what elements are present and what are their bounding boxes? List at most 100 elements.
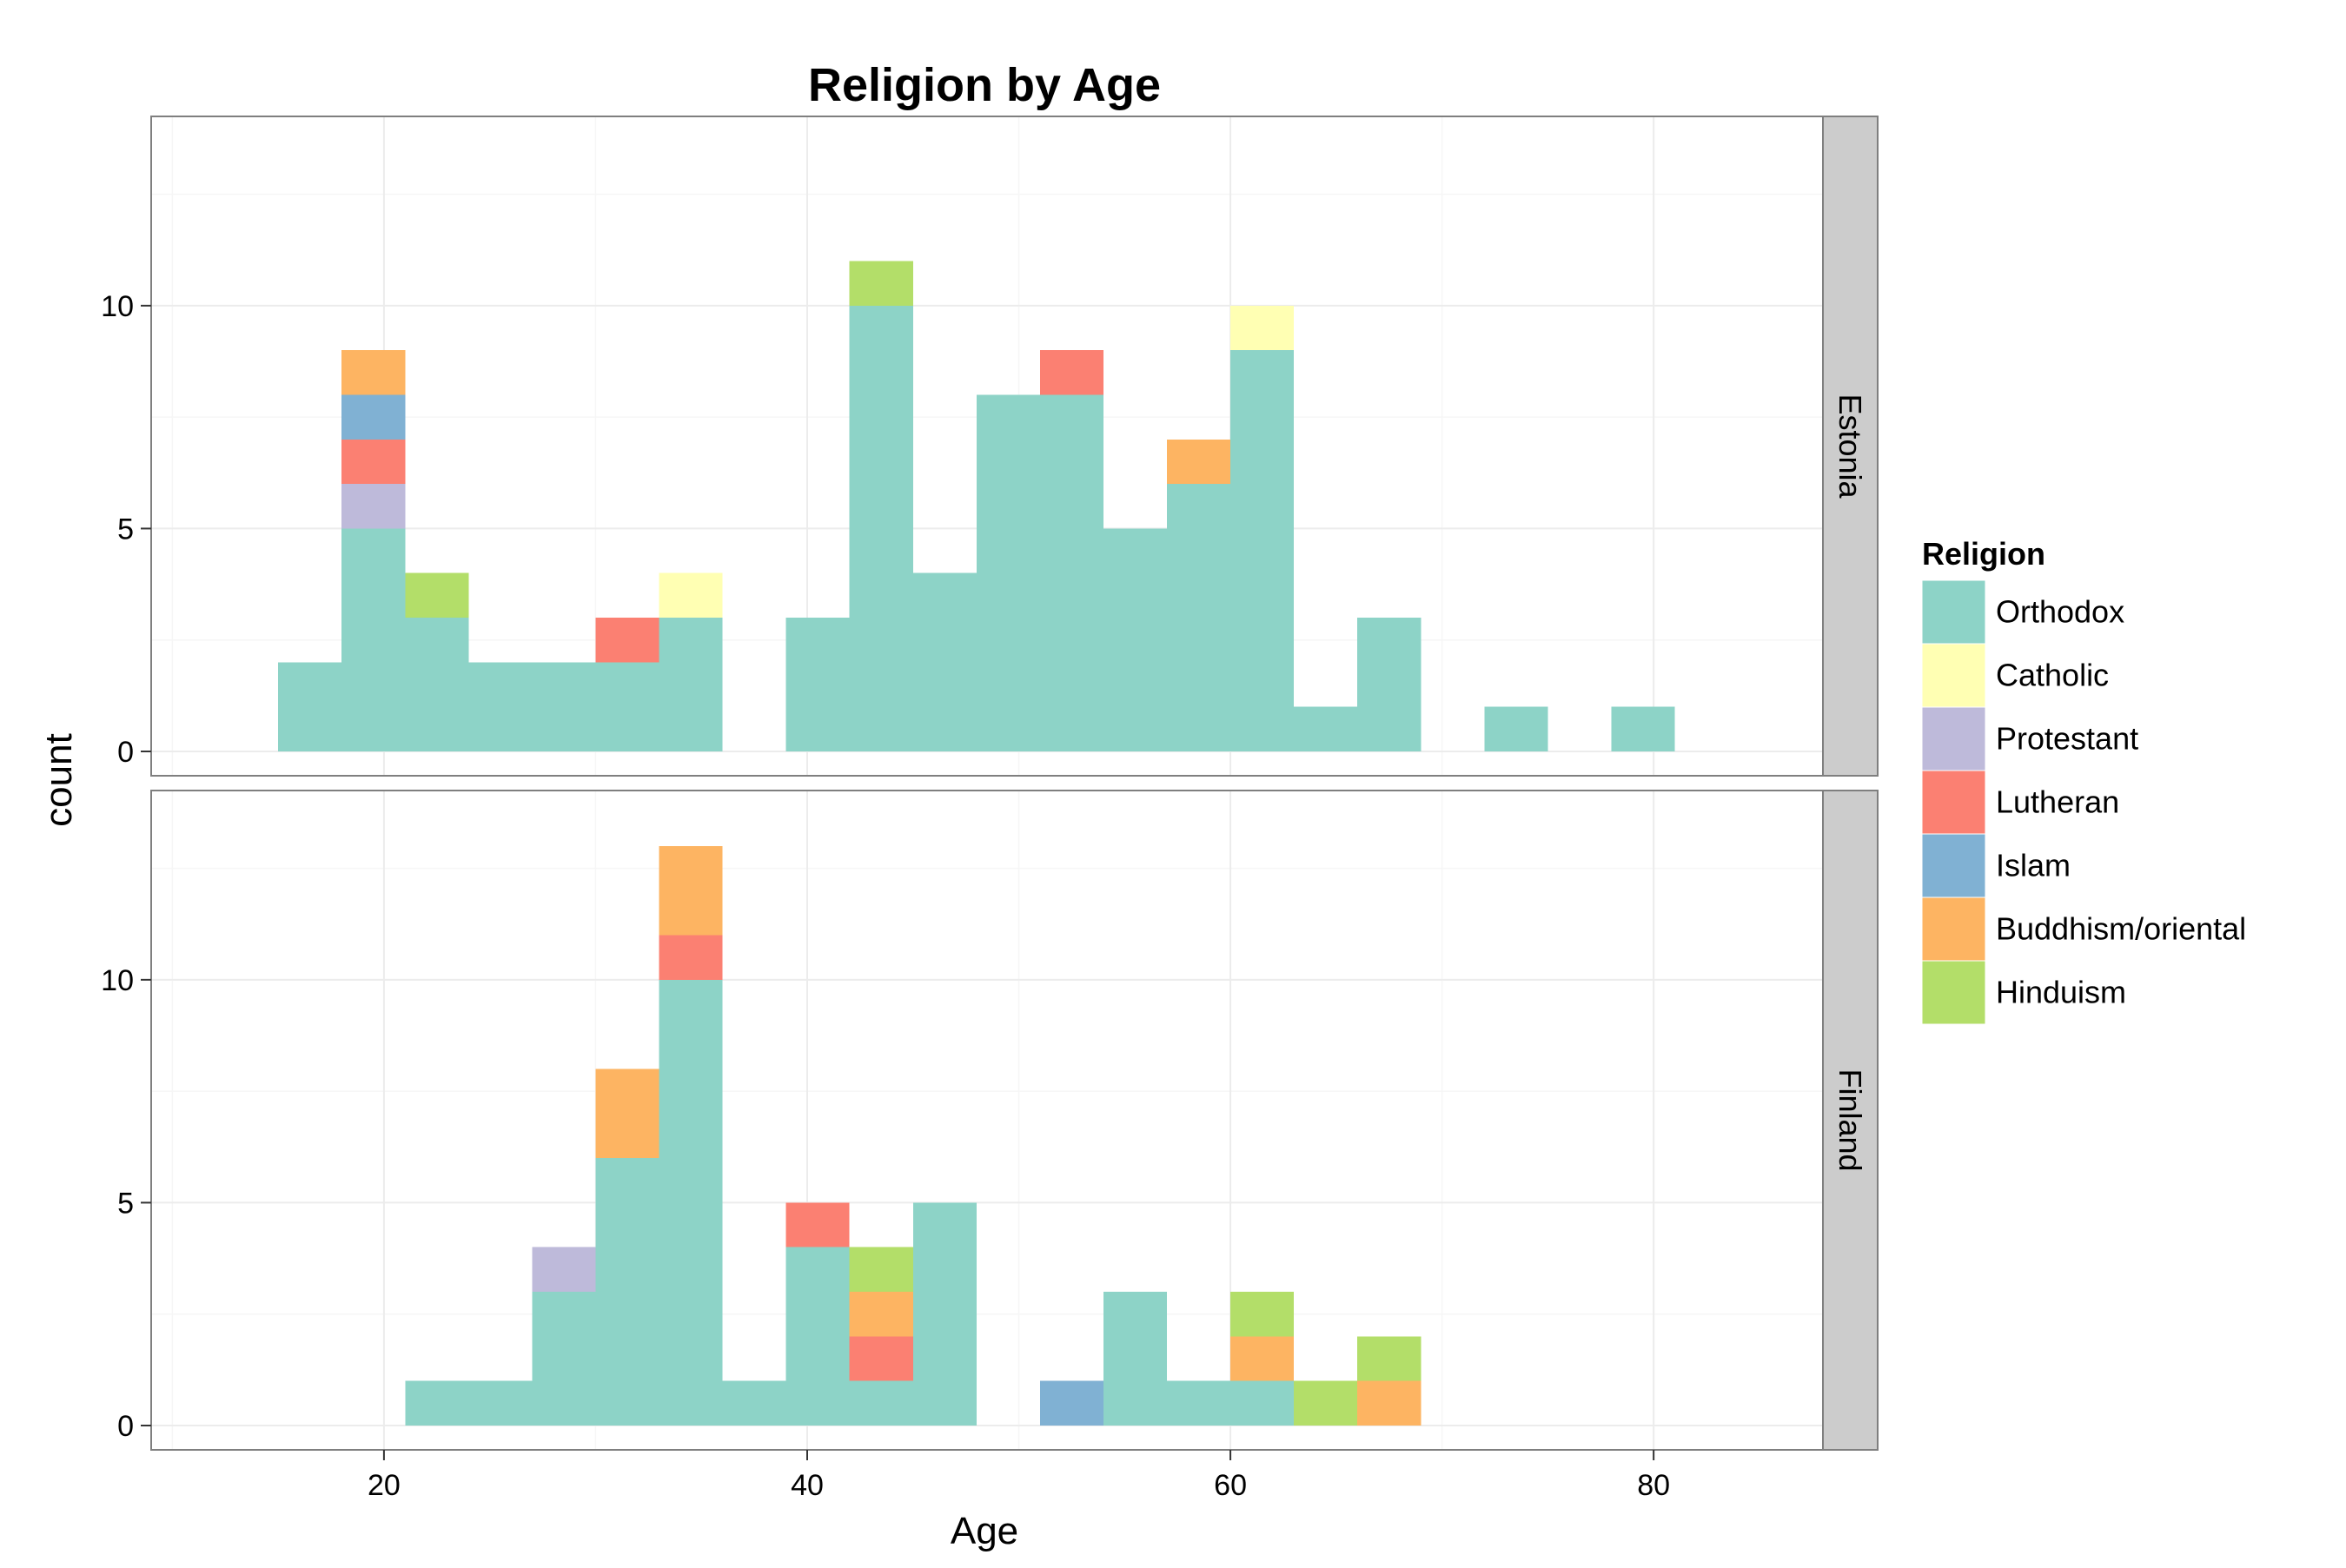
bar-segment-estonia-orthodox-48: [976, 394, 1040, 751]
legend-label-catholic: Catholic: [1996, 658, 2109, 693]
legend-label-islam: Islam: [1996, 848, 2071, 883]
bar-segment-estonia-orthodox-45: [912, 572, 977, 751]
bar-segment-finland-buddhism-oriental-33: [659, 845, 723, 936]
bar-segment-finland-protestant-27: [532, 1247, 596, 1293]
bar-segment-finland-hinduism-42: [849, 1247, 913, 1293]
legend-swatch-hinduism: [1921, 960, 1986, 1025]
bar-segment-finland-lutheran-33: [659, 935, 723, 980]
bar-segment-estonia-hinduism-42: [849, 261, 913, 306]
bar-segment-estonia-orthodox-72: [1484, 706, 1548, 751]
bar-segment-finland-buddhism-oriental-30: [595, 1068, 659, 1159]
legend-swatch-catholic: [1921, 643, 1986, 708]
y-tick-label: 0: [117, 736, 134, 769]
bar-segment-estonia-lutheran-51: [1039, 350, 1103, 395]
plot-title: Religion by Age: [808, 59, 1161, 111]
bar-segment-finland-orthodox-45: [912, 1202, 977, 1426]
bar-segment-finland-orthodox-39: [785, 1247, 850, 1426]
bar-segment-estonia-hinduism-21: [405, 572, 469, 619]
bar-segment-estonia-orthodox-27: [532, 662, 596, 751]
bar-segment-estonia-catholic-33: [659, 572, 723, 619]
legend-swatch-orthodox: [1921, 579, 1986, 645]
bar-segment-estonia-catholic-60: [1230, 305, 1295, 351]
bar-segment-estonia-orthodox-66: [1357, 618, 1422, 751]
legend-label-buddhism-oriental: Buddhism/oriental: [1996, 911, 2246, 947]
bar-segment-finland-buddhism-oriental-66: [1357, 1380, 1422, 1426]
x-tick-label: 60: [1214, 1469, 1247, 1502]
bar-segment-finland-buddhism-oriental-42: [849, 1292, 913, 1337]
bar-segment-estonia-orthodox-54: [1103, 528, 1168, 751]
bar-segment-finland-orthodox-30: [595, 1158, 659, 1426]
x-tick-label: 80: [1637, 1469, 1670, 1502]
facet-panel-estonia: 0 5 10 Estonia: [101, 116, 1879, 777]
bar-segment-estonia-orthodox-57: [1167, 484, 1231, 751]
legend-label-orthodox: Orthodox: [1996, 594, 2124, 630]
facet-strip-label-estonia: Estonia: [1832, 394, 1868, 499]
facet-panel-finland: 0 5 10 Finland: [101, 790, 1879, 1451]
bar-segment-estonia-orthodox-21: [405, 618, 469, 751]
y-tick-label: 10: [101, 964, 134, 997]
panel-background-finland: [150, 790, 1824, 1451]
bar-segment-finland-orthodox-57: [1167, 1380, 1231, 1426]
legend-swatch-lutheran: [1921, 770, 1986, 835]
bar-segment-finland-orthodox-24: [468, 1380, 533, 1426]
bar-segment-finland-islam-51: [1039, 1380, 1103, 1426]
x-axis: 20 40 60 80: [368, 1450, 1670, 1502]
y-tick-label: 0: [117, 1410, 134, 1443]
bar-segment-estonia-orthodox-78: [1611, 706, 1675, 751]
y-tick-label: 10: [101, 290, 134, 323]
legend-item-islam: Islam: [1921, 833, 2071, 898]
bar-segment-estonia-orthodox-24: [468, 662, 533, 751]
bar-segment-estonia-orthodox-33: [659, 618, 723, 751]
bar-segment-finland-orthodox-33: [659, 979, 723, 1426]
bar-segment-estonia-buddhism-oriental-57: [1167, 439, 1231, 485]
bar-segment-estonia-orthodox-18: [341, 528, 406, 751]
legend-item-orthodox: Orthodox: [1921, 579, 2124, 645]
legend-item-protestant: Protestant: [1921, 706, 2138, 771]
bar-segment-finland-buddhism-oriental-60: [1230, 1336, 1295, 1381]
bars-estonia: [278, 261, 1675, 751]
bars-finland: [405, 845, 1422, 1426]
legend-title: Religion: [1922, 536, 2045, 572]
legend-item-buddhism-oriental: Buddhism/oriental: [1921, 896, 2246, 962]
bar-segment-finland-orthodox-42: [849, 1380, 913, 1426]
bar-segment-finland-orthodox-21: [405, 1380, 469, 1426]
legend: Religion Orthodox Catholic Protestant Luthe…: [1921, 536, 2246, 1025]
facet-strip-label-finland: Finland: [1832, 1068, 1868, 1171]
legend-item-lutheran: Lutheran: [1921, 770, 2119, 835]
facet-strip-estonia: [1822, 116, 1879, 777]
bar-segment-estonia-orthodox-30: [595, 662, 659, 751]
legend-swatch-islam: [1921, 833, 1986, 898]
bar-segment-estonia-orthodox-63: [1294, 706, 1358, 751]
bar-segment-finland-hinduism-60: [1230, 1292, 1295, 1337]
bar-segment-estonia-orthodox-51: [1039, 394, 1103, 751]
legend-swatch-buddhism-oriental: [1921, 896, 1986, 962]
x-tick-label: 40: [791, 1469, 824, 1502]
bar-segment-estonia-orthodox-39: [785, 618, 850, 751]
legend-label-hinduism: Hinduism: [1996, 975, 2126, 1010]
facet-panels: 0 5 10 Estonia 0 5 10 Finland 20 40 60 80: [101, 116, 1879, 1502]
bar-segment-estonia-buddhism-oriental-18: [341, 350, 406, 395]
legend-item-hinduism: Hinduism: [1921, 960, 2126, 1025]
bar-segment-finland-hinduism-63: [1294, 1380, 1358, 1426]
facet-strip-finland: [1822, 790, 1879, 1451]
legend-item-catholic: Catholic: [1921, 643, 2109, 708]
y-tick-label: 5: [117, 1187, 134, 1220]
x-axis-title: Age: [951, 1510, 1018, 1552]
legend-swatch-protestant: [1921, 706, 1986, 771]
bar-segment-finland-lutheran-39: [785, 1202, 850, 1247]
y-axis-title: count: [37, 733, 80, 827]
bar-segment-estonia-lutheran-30: [595, 618, 659, 663]
bar-segment-estonia-orthodox-60: [1230, 350, 1295, 751]
bar-segment-finland-lutheran-42: [849, 1336, 913, 1381]
bar-segment-estonia-protestant-18: [341, 484, 406, 529]
y-tick-label: 5: [117, 513, 134, 546]
bar-segment-finland-orthodox-27: [532, 1292, 596, 1426]
bar-segment-finland-hinduism-66: [1357, 1336, 1422, 1381]
legend-label-protestant: Protestant: [1996, 721, 2138, 757]
bar-segment-finland-orthodox-60: [1230, 1380, 1295, 1426]
bar-segment-estonia-islam-18: [341, 394, 406, 440]
bar-segment-estonia-orthodox-42: [849, 305, 913, 751]
bar-segment-finland-orthodox-36: [722, 1380, 786, 1426]
